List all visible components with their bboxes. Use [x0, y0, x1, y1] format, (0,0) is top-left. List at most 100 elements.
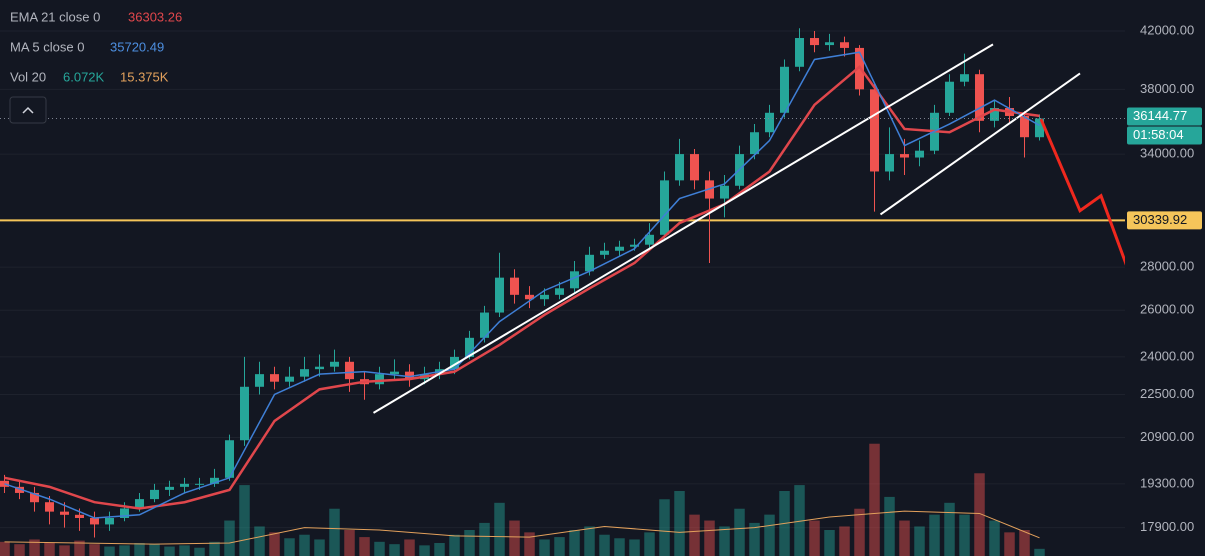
legend-value: 15.375K [120, 69, 169, 84]
volume-bar [494, 502, 505, 556]
volume-bar [209, 541, 220, 556]
volume-bar [329, 508, 340, 556]
volume-bar [869, 443, 880, 556]
volume-bar [149, 544, 160, 556]
candle-body [540, 294, 549, 300]
legend-name: EMA 21 close 0 [10, 9, 100, 24]
collapse-button[interactable] [9, 96, 47, 124]
y-tick-label: 42000.00 [1140, 22, 1194, 37]
volume-bar [119, 545, 130, 556]
y-tick-label: 28000.00 [1140, 259, 1194, 274]
candle-body [375, 374, 384, 385]
candle-body [90, 517, 99, 525]
candle-body [1035, 118, 1044, 138]
volume-bar [989, 520, 1000, 556]
candle-body [660, 180, 669, 235]
candle-body [675, 154, 684, 181]
y-tick-label: 34000.00 [1140, 146, 1194, 161]
volume-bar [254, 526, 265, 556]
candle-body [480, 312, 489, 338]
candle-body [135, 499, 144, 509]
volume-bar [359, 537, 370, 556]
volume-bar [929, 514, 940, 556]
volume-bar [719, 526, 730, 556]
candle-body [15, 486, 24, 493]
volume-bar [914, 526, 925, 556]
candle-body [555, 288, 564, 295]
volume-bar [74, 540, 85, 556]
candle-body [45, 502, 54, 512]
candle-body [840, 42, 849, 48]
volume-bar [854, 508, 865, 556]
volume-bar [314, 539, 325, 556]
volume-bar [59, 545, 70, 556]
candle-body [990, 108, 999, 121]
volume-bar [239, 485, 250, 556]
candle-body [870, 89, 879, 172]
volume-bar [824, 530, 835, 556]
volume-bar [1004, 532, 1015, 556]
candle-body [570, 271, 579, 289]
legend-name: Vol 20 [10, 69, 46, 84]
volume-bar [14, 544, 25, 556]
volume-bar [134, 543, 145, 556]
volume-bar [599, 534, 610, 556]
candle-body [105, 517, 114, 525]
y-tick-label: 19300.00 [1140, 475, 1194, 490]
volume-bar [554, 537, 565, 556]
candle-body [900, 154, 909, 158]
volume-bar [764, 514, 775, 556]
volume-bar [224, 520, 235, 556]
candle-body [300, 369, 309, 377]
last-price-label: 36144.77 [1133, 108, 1187, 123]
candle-body [30, 492, 39, 503]
y-tick-label: 17900.00 [1140, 519, 1194, 534]
candle-body [885, 154, 894, 172]
volume-bar [464, 530, 475, 556]
candle-body [345, 361, 354, 380]
candle-body [180, 483, 189, 487]
volume-bar [644, 532, 655, 556]
volume-bar [794, 485, 805, 556]
candle-body [525, 294, 534, 300]
volume-bar [164, 546, 175, 556]
countdown-label-box [1127, 126, 1202, 145]
volume-bar [569, 530, 580, 556]
volume-bar [884, 496, 895, 556]
candle-body [510, 277, 519, 295]
last-price-label-box [1127, 107, 1202, 126]
volume-bar [194, 547, 205, 556]
volume-bar [614, 538, 625, 556]
volume-bar [749, 522, 760, 556]
candle-body [915, 150, 924, 158]
volume-bar [944, 502, 955, 556]
candle-body [615, 246, 624, 251]
candle-body [450, 356, 459, 370]
candle-body [780, 66, 789, 113]
volume-bar [539, 539, 550, 556]
volume-bar [299, 534, 310, 556]
candle-body [315, 366, 324, 370]
volume-bar [404, 539, 415, 556]
indicator-line [4, 64, 1040, 510]
volume-bar [839, 526, 850, 556]
volume-bar [389, 544, 400, 556]
candle-body [750, 132, 759, 155]
candle-body [975, 74, 984, 121]
volume-bar [629, 539, 640, 556]
candle-body [120, 508, 129, 518]
candle-body [225, 440, 234, 478]
volume-bar [449, 534, 460, 556]
trend-line [372, 43, 994, 414]
volume-bar [269, 532, 280, 556]
candle-body [165, 486, 174, 490]
volume-bar [29, 539, 40, 556]
candle-body [390, 371, 399, 375]
candle-body [495, 277, 504, 313]
volume-bar [584, 526, 595, 556]
candle-body [60, 511, 69, 515]
candle-body [720, 185, 729, 199]
candle-body [75, 514, 84, 518]
y-tick-label: 22500.00 [1140, 386, 1194, 401]
